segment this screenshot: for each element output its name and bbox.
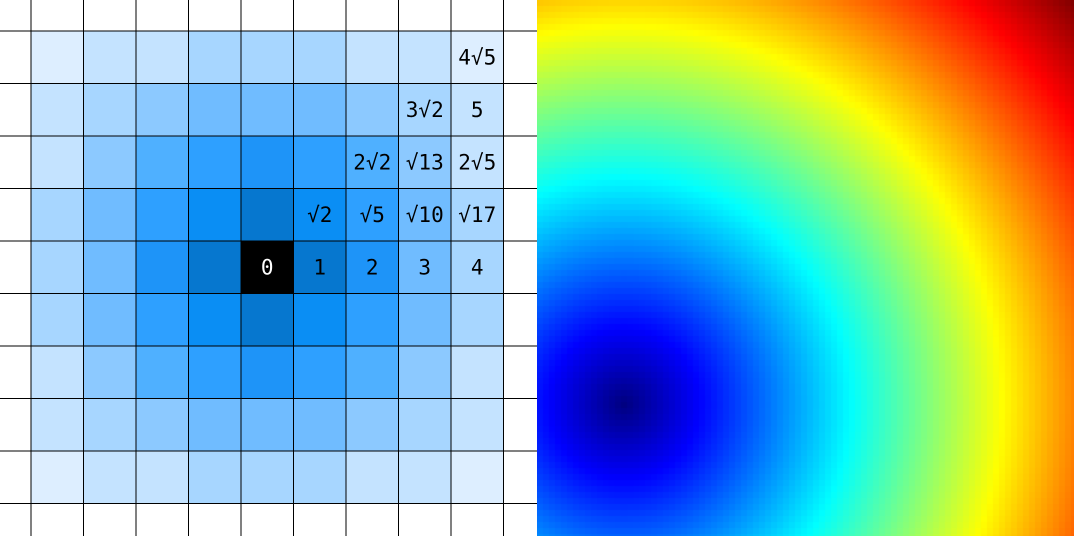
distance-label: 3√2 xyxy=(406,98,444,122)
distance-heatmap xyxy=(537,0,1074,536)
distance-label: √17 xyxy=(458,203,496,227)
origin-cell xyxy=(241,241,294,294)
grid-cell xyxy=(188,293,241,346)
grid-cell xyxy=(31,83,84,136)
grid-cell xyxy=(83,293,136,346)
grid-cell xyxy=(398,31,451,84)
grid-cell xyxy=(451,31,504,84)
grid-cell xyxy=(136,241,189,294)
grid-cell xyxy=(241,293,294,346)
grid-cell xyxy=(241,346,294,399)
grid-cell xyxy=(346,136,399,189)
distance-label: 5 xyxy=(471,98,484,122)
grid-cell xyxy=(188,31,241,84)
grid-cell xyxy=(241,398,294,451)
grid-cell xyxy=(83,451,136,504)
grid-cell xyxy=(398,241,451,294)
grid-cell xyxy=(31,188,84,241)
grid-cell xyxy=(241,451,294,504)
grid-cell xyxy=(346,83,399,136)
grid-cell xyxy=(451,188,504,241)
grid-cell xyxy=(188,188,241,241)
distance-label: 2 xyxy=(366,255,379,279)
grid-cell xyxy=(293,31,346,84)
grid-cell xyxy=(136,451,189,504)
grid-cell xyxy=(293,398,346,451)
grid-cell xyxy=(398,188,451,241)
grid-cell xyxy=(293,241,346,294)
grid-cell xyxy=(83,31,136,84)
grid-cell xyxy=(241,31,294,84)
grid-cell xyxy=(293,451,346,504)
distance-grid: 0 4√5 3√2 5 2√2 √13 2√5 √2 √5 √10 √17 1 2 3 4 xyxy=(0,0,537,536)
grid-cell xyxy=(136,136,189,189)
grid-cell xyxy=(451,451,504,504)
origin-label: 0 xyxy=(261,255,274,279)
grid-cell xyxy=(31,31,84,84)
grid-cell xyxy=(83,188,136,241)
grid-cell xyxy=(136,31,189,84)
grid-cell xyxy=(83,83,136,136)
grid-cell xyxy=(398,83,451,136)
grid-cell xyxy=(188,136,241,189)
distance-label: √2 xyxy=(307,203,332,227)
grid-cell xyxy=(31,136,84,189)
grid-cell xyxy=(398,136,451,189)
grid-cell xyxy=(398,451,451,504)
grid-cell xyxy=(188,398,241,451)
grid-cell xyxy=(451,241,504,294)
distance-label: √13 xyxy=(406,150,444,174)
distance-label: √5 xyxy=(360,203,385,227)
distance-label: √10 xyxy=(406,203,444,227)
distance-label: 2√2 xyxy=(353,150,391,174)
grid-cell xyxy=(136,188,189,241)
grid-cell xyxy=(398,398,451,451)
grid-cell xyxy=(136,293,189,346)
distance-label: 1 xyxy=(313,255,326,279)
distance-label: 4√5 xyxy=(458,45,496,69)
grid-cell xyxy=(451,136,504,189)
grid-cell xyxy=(136,83,189,136)
grid-cell xyxy=(293,83,346,136)
grid-cell xyxy=(346,188,399,241)
grid-cell xyxy=(451,293,504,346)
grid-cell xyxy=(31,293,84,346)
grid-cell xyxy=(83,241,136,294)
grid-cell xyxy=(346,31,399,84)
grid-cell xyxy=(188,241,241,294)
grid-cell xyxy=(136,398,189,451)
grid-cell xyxy=(31,241,84,294)
grid-cell xyxy=(31,346,84,399)
grid-cell xyxy=(293,188,346,241)
grid-cell xyxy=(83,346,136,399)
grid-cell xyxy=(398,293,451,346)
grid-cell xyxy=(136,346,189,399)
grid-cell xyxy=(83,136,136,189)
grid-cell xyxy=(293,293,346,346)
grid-cell xyxy=(398,346,451,399)
grid-cell xyxy=(346,451,399,504)
grid-cell xyxy=(188,451,241,504)
grid-cell xyxy=(31,451,84,504)
grid-cell xyxy=(188,346,241,399)
grid-cell xyxy=(83,398,136,451)
grid-cell xyxy=(31,398,84,451)
grid-cell xyxy=(346,241,399,294)
grid-cell xyxy=(346,346,399,399)
grid-cell xyxy=(241,188,294,241)
distance-label: 4 xyxy=(471,255,484,279)
distance-label: 2√5 xyxy=(458,150,496,174)
grid-cell xyxy=(241,136,294,189)
grid-cell xyxy=(293,136,346,189)
grid-cell xyxy=(451,398,504,451)
grid-cell xyxy=(346,293,399,346)
grid-cell xyxy=(241,83,294,136)
distance-label: 3 xyxy=(418,255,431,279)
grid-cell xyxy=(293,346,346,399)
grid-cell xyxy=(451,346,504,399)
grid-cell xyxy=(451,83,504,136)
grid-cell xyxy=(346,398,399,451)
grid-cell xyxy=(188,83,241,136)
